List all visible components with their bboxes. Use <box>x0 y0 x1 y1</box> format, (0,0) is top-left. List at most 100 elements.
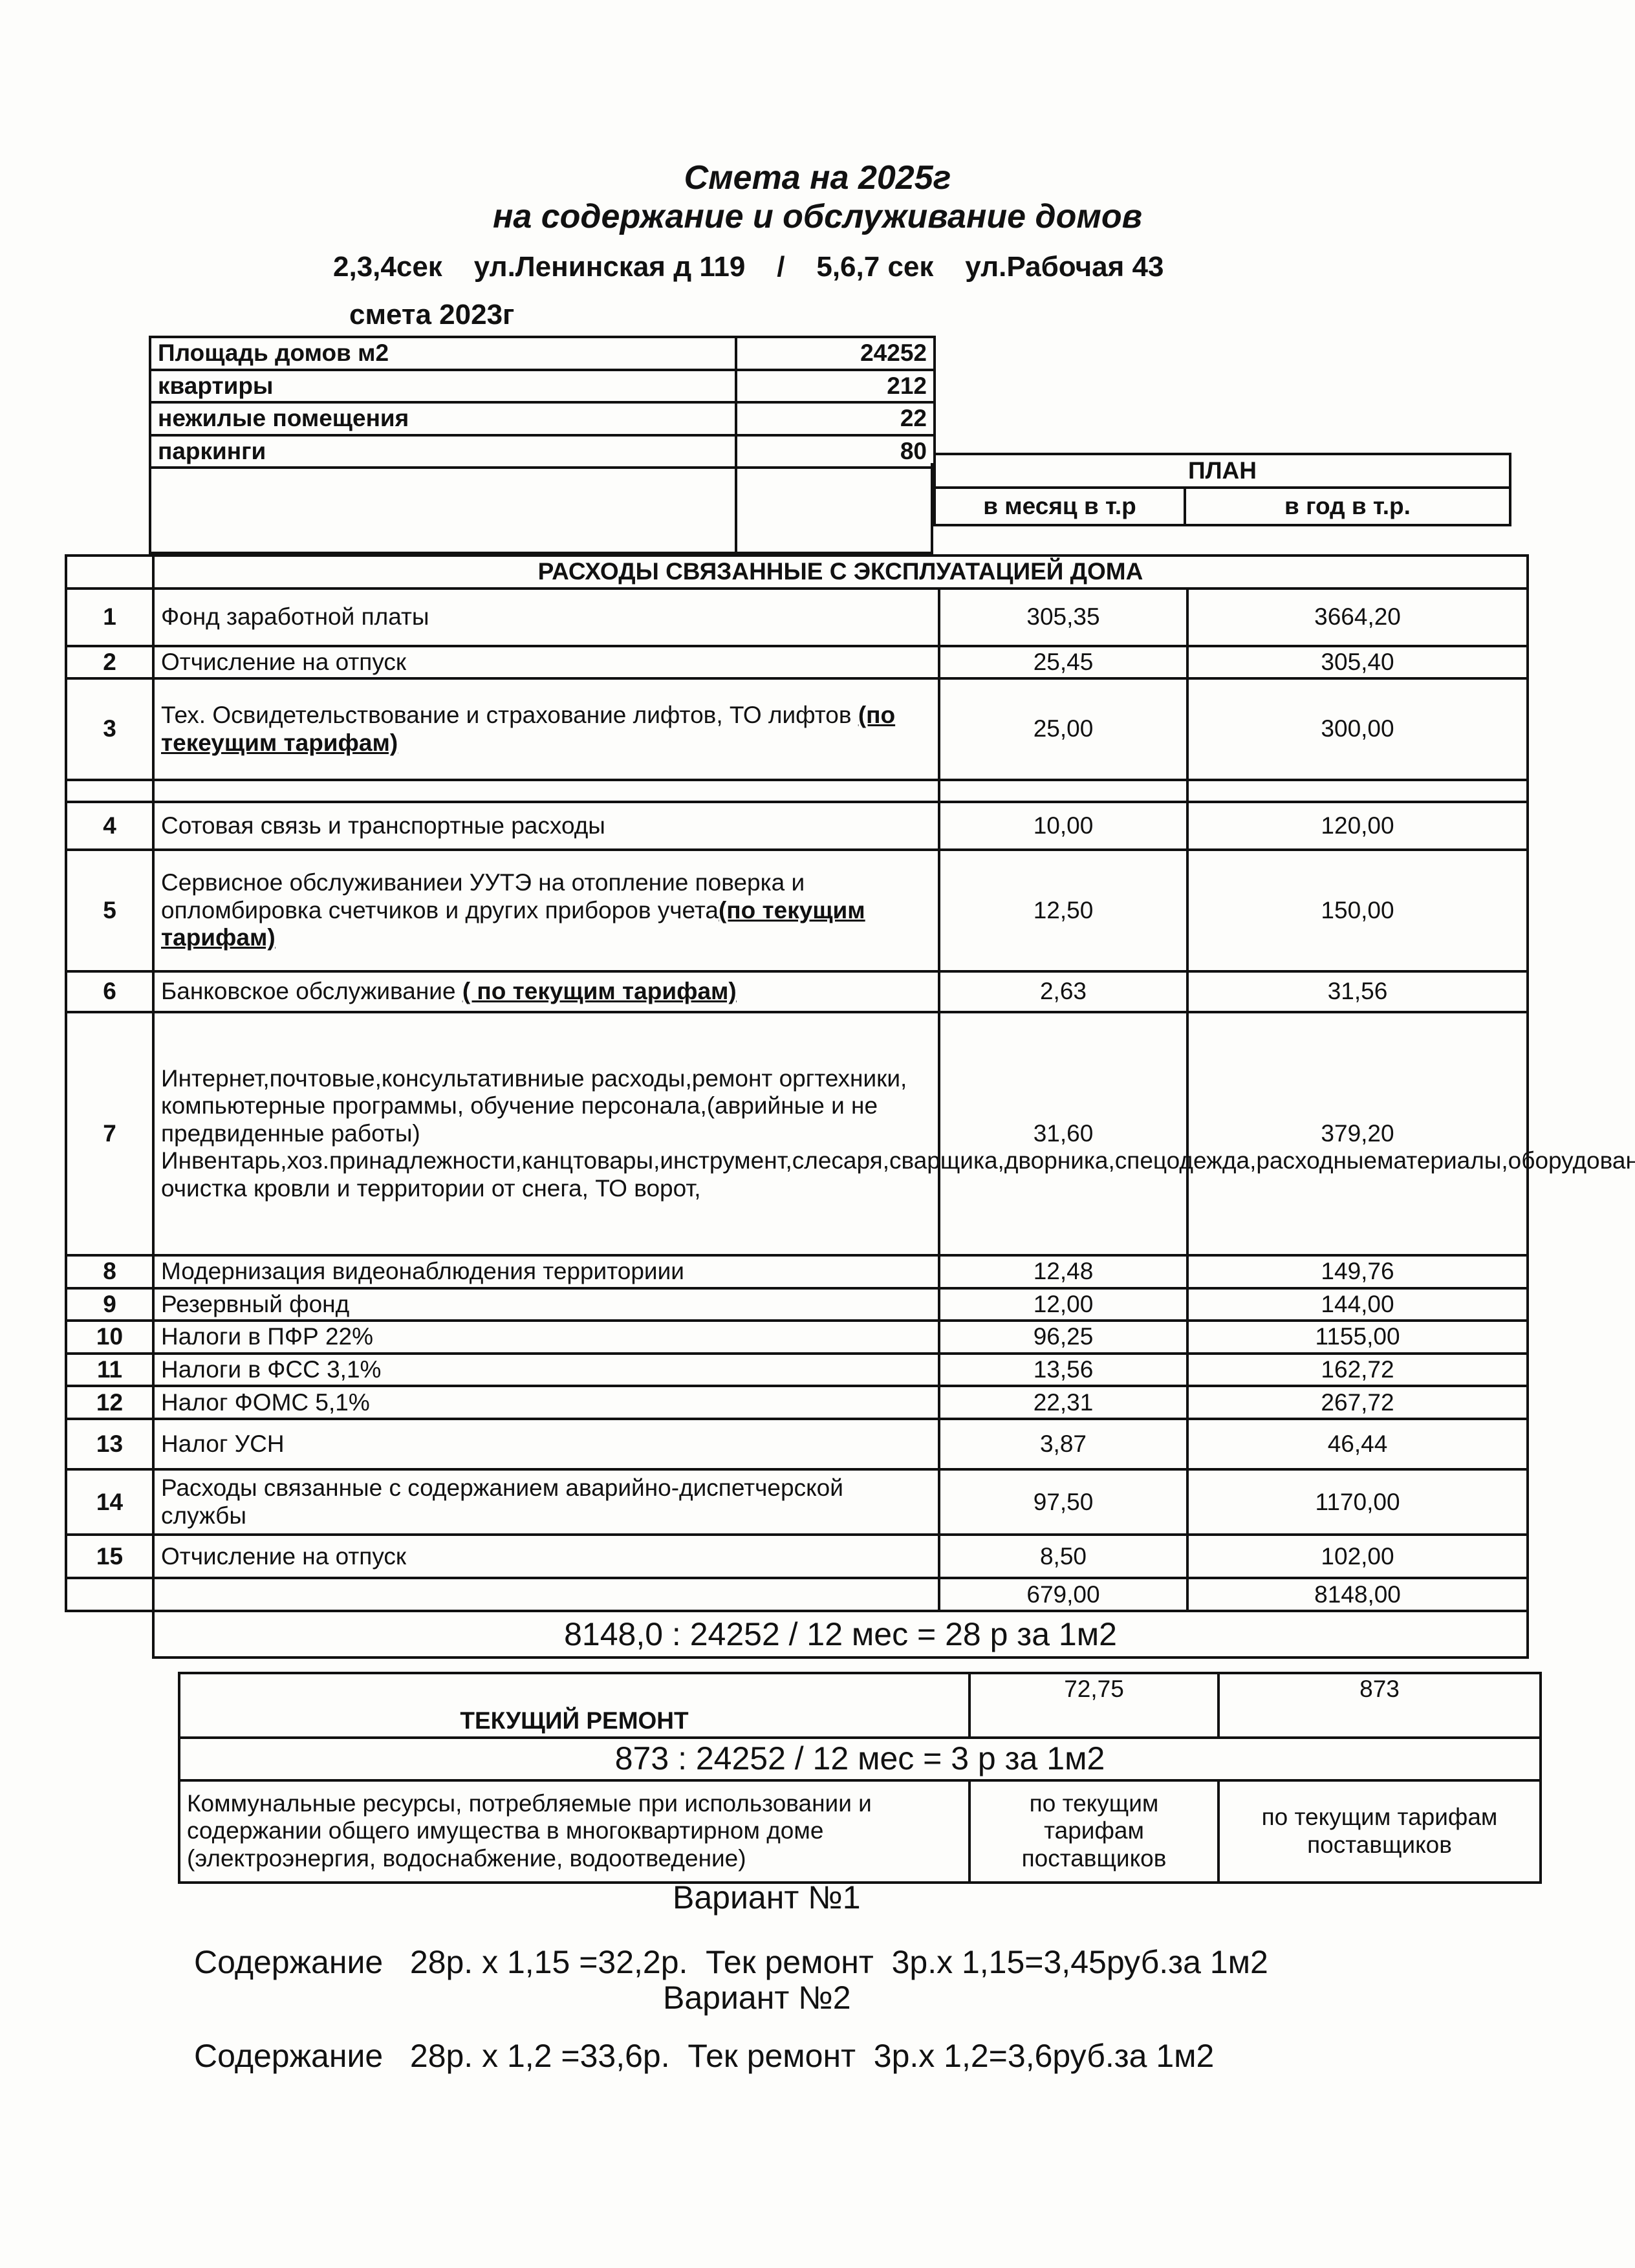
row-month-value: 25,00 <box>938 677 1189 782</box>
table-row: 14 Расходы связанные с содержанием аварий… <box>65 1468 1530 1537</box>
row-number: 14 <box>65 1468 155 1537</box>
summary-label: квартиры <box>149 368 737 404</box>
table-row: 6 Банковское обслуживание ( по текущим та… <box>65 970 1530 1014</box>
row-year-value: 305,40 <box>1186 644 1530 680</box>
variant-1-text: Содержание 28р. х 1,15 =32,2р. Тек ремон… <box>194 1944 1268 1980</box>
plan-header: ПЛАН в месяц в т.р в год в т.р. <box>933 453 1511 526</box>
summary-row: нежилые помещения 22 <box>149 401 936 437</box>
row-description: Отчисление на отпуск <box>152 644 940 680</box>
variant-2-text: Содержание 28р. х 1,2 =33,6р. Тек ремонт… <box>194 2038 1215 2074</box>
row-description-text: Резервный фонд <box>161 1290 350 1317</box>
row-number: 2 <box>65 644 155 680</box>
row-year-value: 300,00 <box>1186 677 1530 782</box>
row-month-value <box>938 779 1189 804</box>
row-month-value: 12,00 <box>938 1286 1189 1323</box>
summary-label: Площадь домов м2 <box>149 336 737 371</box>
summary-value: 24252 <box>735 336 936 371</box>
row-number: 12 <box>65 1385 155 1421</box>
row-month-value: 12,48 <box>938 1254 1189 1290</box>
row-description-text: Налоги в ФСС 3,1% <box>161 1355 382 1383</box>
row-description: Тех. Освидетельствование и страхование л… <box>152 677 940 782</box>
table-row: 15 Отчисление на отпуск 8,50 102,00 <box>65 1533 1530 1580</box>
row-number: 1 <box>65 587 155 647</box>
repair-year: 873 <box>1217 1672 1542 1739</box>
summary-label: нежилые помещения <box>149 401 737 437</box>
row-year-value: 31,56 <box>1186 970 1530 1014</box>
row-number: 10 <box>65 1319 155 1355</box>
row-description: Налоги в ФСС 3,1% <box>152 1352 940 1388</box>
row-month-value: 12,50 <box>938 848 1189 973</box>
summary-value: 212 <box>735 368 936 404</box>
row-description: Сотовая связь и транспортные расходы <box>152 801 940 852</box>
row-description-text: Фонд заработной платы <box>161 603 429 630</box>
repair-formula: 873 : 24252 / 12 мес = 3 р за 1м2 <box>178 1736 1542 1782</box>
row-description: Налог УСН <box>152 1418 940 1471</box>
row-number: 7 <box>65 1011 155 1257</box>
row-description: Фонд заработной платы <box>152 587 940 647</box>
row-number: 15 <box>65 1533 155 1580</box>
row-number: 6 <box>65 970 155 1014</box>
row-description-text: Сервисное обслуживаниеи УУТЭ на отоплени… <box>161 869 805 923</box>
plan-month-header: в месяц в т.р <box>933 486 1186 526</box>
row-description-text: Налог ФОМС 5,1% <box>161 1388 370 1416</box>
row-description <box>152 1577 940 1613</box>
row-month-value: 22,31 <box>938 1385 1189 1421</box>
row-year-value: 3664,20 <box>1186 587 1530 647</box>
row-year-value: 46,44 <box>1186 1418 1530 1471</box>
table-row: 5 Сервисное обслуживаниеи УУТЭ на отоплен… <box>65 848 1530 973</box>
row-description-text: Отчисление на отпуск <box>161 648 407 675</box>
document-subtitle: на содержание и обслуживание домов <box>492 198 1143 235</box>
row-month-value: 305,35 <box>938 587 1189 647</box>
summary-row: квартиры 212 <box>149 368 936 404</box>
summary-value: 22 <box>735 401 936 437</box>
section-title: РАСХОДЫ СВЯЗАННЫЕ С ЭКСПЛУАТАЦИЕЙ ДОМА <box>151 554 1530 590</box>
row-month-value: 8,50 <box>938 1533 1189 1580</box>
table-row: 2 Отчисление на отпуск 25,45 305,40 <box>65 644 1530 680</box>
row-number: 11 <box>65 1352 155 1388</box>
row-tariff-note: (по текущим тарифам) <box>161 896 865 951</box>
row-year-value: 102,00 <box>1186 1533 1530 1580</box>
communal-year: по текущим тарифам поставщиков <box>1217 1778 1542 1884</box>
row-month-value: 679,00 <box>938 1577 1189 1613</box>
row-description-text: Расходы связанные с содержанием аварийно… <box>161 1474 843 1529</box>
row-month-value: 96,25 <box>938 1319 1189 1355</box>
row-year-value <box>1186 779 1530 804</box>
summary-row: паркинги 80 <box>149 433 936 470</box>
row-year-value: 379,20 <box>1186 1011 1530 1257</box>
row-year-value: 149,76 <box>1186 1254 1530 1290</box>
plan-title: ПЛАН <box>933 453 1511 489</box>
communal-resources: Коммунальные ресурсы, потребляемые при и… <box>178 1778 971 1884</box>
row-description-text: Сотовая связь и транспортные расходы <box>161 812 605 839</box>
row-description-text: Налоги в ПФР 22% <box>161 1323 373 1350</box>
summary-label: паркинги <box>149 433 737 470</box>
row-number: 5 <box>65 848 155 973</box>
table-row: 8 Модернизация видеонаблюдения территории… <box>65 1254 1530 1290</box>
row-description: Налоги в ПФР 22% <box>152 1319 940 1355</box>
table-row: 7 Интернет,почтовые,консультативниые расх… <box>65 1011 1635 1257</box>
table-row: 4 Сотовая связь и транспортные расходы 10,… <box>65 801 1530 852</box>
row-month-value: 97,50 <box>938 1468 1189 1537</box>
row-description: Сервисное обслуживаниеи УУТЭ на отоплени… <box>152 848 940 973</box>
row-description-text: Налог УСН <box>161 1431 285 1457</box>
document-title: Смета на 2025г <box>684 159 951 197</box>
estimate-note: смета 2023г <box>349 299 515 330</box>
repair-table: ТЕКУЩИЙ РЕМОНТ 72,75 873 873 : 24252 / 12 … <box>178 1672 1542 1884</box>
row-number: 3 <box>65 677 155 782</box>
row-description-text: Отчисление на отпуск <box>161 1542 407 1570</box>
row-year-value: 267,72 <box>1186 1385 1530 1421</box>
communal-month: по текущим тарифам поставщиков <box>968 1778 1220 1884</box>
row-month-value: 3,87 <box>938 1418 1189 1471</box>
row-description: Налог ФОМС 5,1% <box>152 1385 940 1421</box>
row-year-value: 144,00 <box>1186 1286 1530 1323</box>
row-year-value: 120,00 <box>1186 801 1530 852</box>
row-month-value: 10,00 <box>938 801 1189 852</box>
row-number: 4 <box>65 801 155 852</box>
row-number <box>65 779 155 804</box>
row-description: Интернет,почтовые,консультативниые расхо… <box>152 1011 1635 1257</box>
row-month-value: 25,45 <box>938 644 1189 680</box>
row-year-value: 162,72 <box>1186 1352 1530 1388</box>
row-year-value: 8148,00 <box>1186 1577 1530 1613</box>
variant-1-title: Вариант №1 <box>673 1879 861 1916</box>
header-blank-cell <box>149 463 933 554</box>
summary-row: Площадь домов м2 24252 <box>149 336 936 371</box>
